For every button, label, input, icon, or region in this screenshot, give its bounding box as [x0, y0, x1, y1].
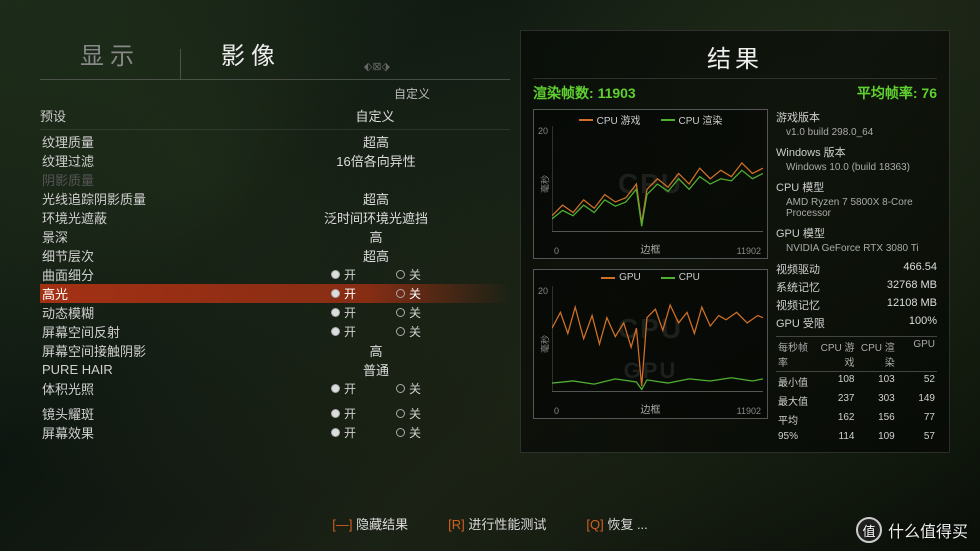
cpu-model-label: CPU 模型 — [776, 179, 937, 195]
setting-row[interactable]: 纹理过滤16倍各向异性 — [40, 151, 510, 170]
setting-label: 镜头耀斑 — [42, 404, 242, 423]
setting-row[interactable]: 体积光照开关 — [40, 379, 510, 398]
setting-label: 曲面细分 — [42, 265, 242, 284]
setting-row[interactable]: 屏幕效果开关 — [40, 423, 510, 442]
setting-toggle[interactable]: 开关 — [242, 424, 510, 441]
setting-label: PURE HAIR — [42, 362, 242, 377]
setting-value: 泛时间环境光遮挡 — [242, 208, 510, 227]
table-row: 平均16215677 — [776, 410, 937, 429]
setting-label: 细节层次 — [42, 246, 242, 265]
setting-label: 纹理质量 — [42, 132, 242, 151]
game-version: v1.0 build 298.0_64 — [776, 127, 937, 138]
tab-video[interactable]: 影像 — [181, 36, 321, 79]
setting-row[interactable]: 高光开关 — [40, 284, 510, 303]
preset-label: 预设 — [40, 106, 240, 125]
results-title: 结果 — [533, 39, 937, 78]
setting-label: 屏幕空间反射 — [42, 322, 242, 341]
setting-toggle[interactable]: 开关 — [242, 304, 510, 321]
setting-row[interactable]: 屏幕空间接触阴影高 — [40, 341, 510, 360]
setting-toggle[interactable]: 开关 — [242, 266, 510, 283]
setting-label: 景深 — [42, 227, 242, 246]
chart2-svg — [552, 286, 763, 392]
perf-table: 每秒帧率CPU 游戏CPU 渲染GPU 最小值10810352最大值237303… — [776, 336, 937, 444]
results-column: 结果 渲染帧数: 11903 平均帧率: 76 CPU 游戏 CPU 渲染 — [520, 30, 950, 496]
setting-row[interactable]: 阴影质量 — [40, 170, 510, 189]
chart1-legend: CPU 游戏 CPU 渲染 — [534, 112, 767, 127]
tab-ornament: ⬖⊠⬗ — [364, 60, 390, 79]
setting-label: 光线追踪阴影质量 — [42, 189, 242, 208]
info-row: 视频记忆12108 MB — [776, 296, 937, 314]
setting-row[interactable]: 屏幕空间反射开关 — [40, 322, 510, 341]
info-row: 系统记忆32768 MB — [776, 278, 937, 296]
tabs: 显示 影像 ⬖⊠⬗ — [40, 30, 510, 80]
setting-row[interactable]: 曲面细分开关 — [40, 265, 510, 284]
watermark-badge: 值 — [856, 517, 882, 543]
setting-row[interactable]: 细节层次超高 — [40, 246, 510, 265]
setting-label: 纹理过滤 — [42, 151, 242, 170]
setting-value: 高 — [242, 341, 510, 360]
table-row: 最小值10810352 — [776, 372, 937, 391]
tab-display[interactable]: 显示 — [40, 36, 180, 79]
results-stats: 渲染帧数: 11903 平均帧率: 76 — [533, 78, 937, 109]
info-row: 视频驱动466.54 — [776, 260, 937, 278]
gpu-chart: GPU CPU CPU GPU 20 毫秒 01190 — [533, 269, 768, 419]
setting-toggle[interactable]: 开关 — [242, 405, 510, 422]
run-benchmark-button[interactable]: [R] 进行性能测试 — [448, 514, 546, 533]
setting-label: 环境光遮蔽 — [42, 208, 242, 227]
settings-panel: 显示 影像 ⬖⊠⬗ 自定义 预设 自定义 纹理质量超高纹理过滤16倍各向异性阴影… — [40, 30, 510, 496]
table-header-cell: CPU 渲染 — [857, 337, 897, 371]
cpu-chart: CPU 游戏 CPU 渲染 CPU 20 毫秒 011902 — [533, 109, 768, 259]
setting-value: 普通 — [242, 360, 510, 379]
setting-row[interactable]: 光线追踪阴影质量超高 — [40, 189, 510, 208]
gpu-model-label: GPU 模型 — [776, 225, 937, 241]
footer-hints: [—] 隐藏结果 [R] 进行性能测试 [Q] 恢复 ... — [0, 514, 980, 533]
chart2-legend: GPU CPU — [534, 272, 767, 283]
setting-label: 动态模糊 — [42, 303, 242, 322]
watermark-text: 什么值得买 — [888, 518, 968, 542]
gpu-model: NVIDIA GeForce RTX 3080 Ti — [776, 243, 937, 254]
hide-results-button[interactable]: [—] 隐藏结果 — [332, 514, 408, 533]
setting-row[interactable]: 镜头耀斑开关 — [40, 404, 510, 423]
frames-rendered: 渲染帧数: 11903 — [533, 83, 636, 103]
windows-version: Windows 10.0 (build 18363) — [776, 162, 937, 173]
system-info: 游戏版本 v1.0 build 298.0_64 Windows 版本 Wind… — [776, 109, 937, 444]
setting-value: 16倍各向异性 — [242, 151, 510, 170]
setting-row[interactable]: 纹理质量超高 — [40, 132, 510, 151]
setting-row[interactable]: 景深高 — [40, 227, 510, 246]
setting-row[interactable]: 动态模糊开关 — [40, 303, 510, 322]
table-header-cell: CPU 游戏 — [816, 337, 856, 371]
charts-area: CPU 游戏 CPU 渲染 CPU 20 毫秒 011902 — [533, 109, 768, 444]
settings-list: 纹理质量超高纹理过滤16倍各向异性阴影质量光线追踪阴影质量超高环境光遮蔽泛时间环… — [40, 132, 510, 442]
game-version-label: 游戏版本 — [776, 109, 937, 125]
setting-label: 体积光照 — [42, 379, 242, 398]
setting-value: 超高 — [242, 189, 510, 208]
table-header-cell: GPU — [897, 337, 937, 371]
restore-button[interactable]: [Q] 恢复 ... — [586, 514, 647, 533]
setting-value: 超高 — [242, 132, 510, 151]
setting-value: 高 — [242, 227, 510, 246]
table-header-cell: 每秒帧率 — [776, 337, 816, 371]
info-row: GPU 受限100% — [776, 314, 937, 332]
setting-row[interactable]: PURE HAIR普通 — [40, 360, 510, 379]
setting-row[interactable]: 环境光遮蔽泛时间环境光遮挡 — [40, 208, 510, 227]
preset-row[interactable]: 预设 自定义 — [40, 102, 510, 130]
custom-indicator: 自定义 — [40, 85, 510, 102]
setting-label: 屏幕效果 — [42, 423, 242, 442]
cpu-model: AMD Ryzen 7 5800X 8-Core Processor — [776, 197, 937, 219]
table-row: 最大值237303149 — [776, 391, 937, 410]
avg-fps: 平均帧率: 76 — [857, 83, 937, 103]
setting-label: 高光 — [42, 284, 242, 303]
setting-label: 屏幕空间接触阴影 — [42, 341, 242, 360]
preset-value: 自定义 — [240, 106, 510, 125]
setting-toggle[interactable]: 开关 — [242, 323, 510, 340]
results-panel: 结果 渲染帧数: 11903 平均帧率: 76 CPU 游戏 CPU 渲染 — [520, 30, 950, 453]
setting-value: 超高 — [242, 246, 510, 265]
site-watermark: 值 什么值得买 — [856, 517, 968, 543]
table-row: 95%11410957 — [776, 429, 937, 444]
setting-label: 阴影质量 — [42, 170, 242, 189]
setting-toggle[interactable]: 开关 — [242, 285, 510, 302]
windows-label: Windows 版本 — [776, 144, 937, 160]
chart1-svg — [552, 126, 763, 232]
setting-toggle[interactable]: 开关 — [242, 380, 510, 397]
